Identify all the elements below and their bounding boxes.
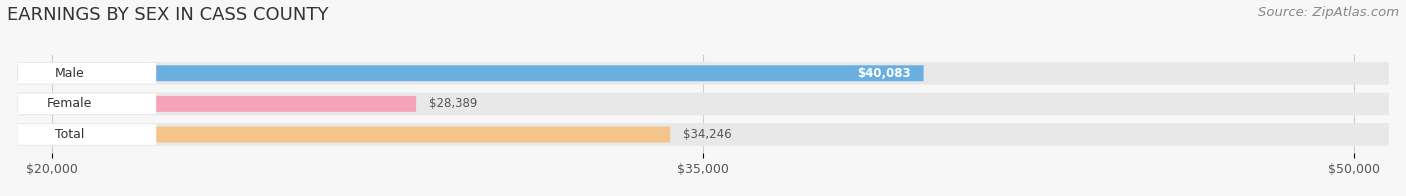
Text: $34,246: $34,246 — [683, 128, 733, 141]
Text: Total: Total — [55, 128, 84, 141]
Text: $28,389: $28,389 — [429, 97, 478, 110]
FancyBboxPatch shape — [17, 65, 924, 81]
FancyBboxPatch shape — [17, 127, 671, 142]
FancyBboxPatch shape — [17, 123, 1389, 146]
FancyBboxPatch shape — [17, 63, 156, 83]
Text: $40,083: $40,083 — [856, 67, 911, 80]
Text: Male: Male — [55, 67, 84, 80]
FancyBboxPatch shape — [17, 93, 1389, 115]
FancyBboxPatch shape — [17, 94, 156, 114]
Text: Source: ZipAtlas.com: Source: ZipAtlas.com — [1258, 6, 1399, 19]
Text: Female: Female — [46, 97, 93, 110]
Text: EARNINGS BY SEX IN CASS COUNTY: EARNINGS BY SEX IN CASS COUNTY — [7, 6, 329, 24]
FancyBboxPatch shape — [17, 96, 416, 112]
FancyBboxPatch shape — [17, 124, 156, 145]
FancyBboxPatch shape — [17, 62, 1389, 85]
